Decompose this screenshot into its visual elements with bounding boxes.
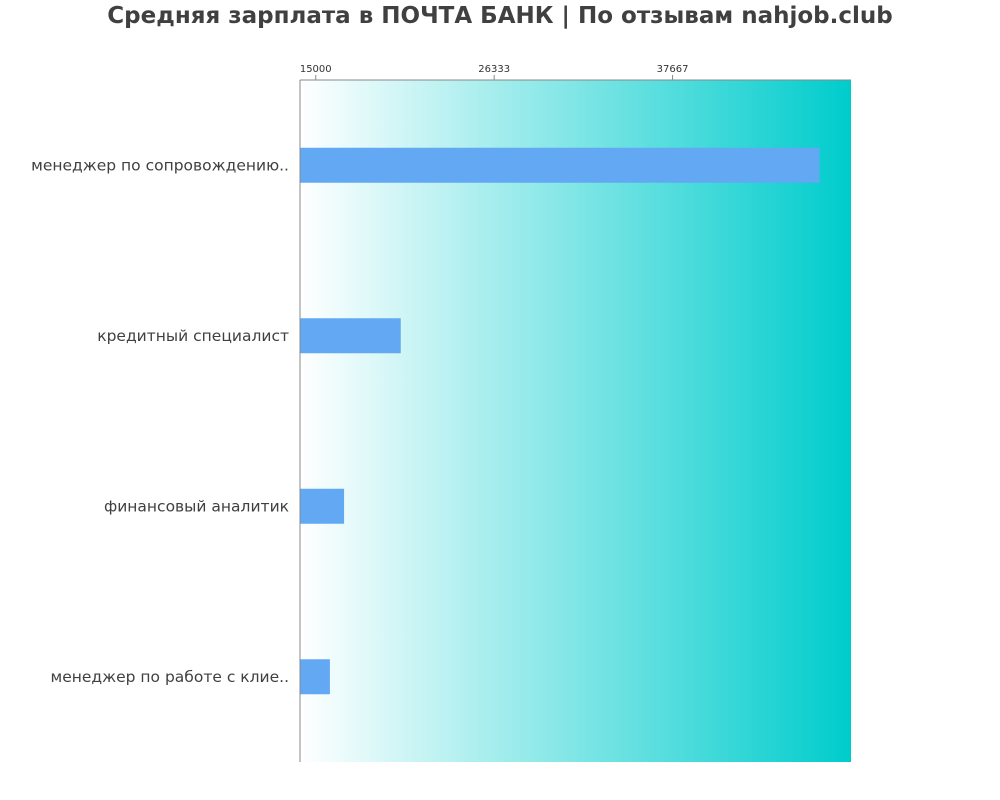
category-labels: менеджер по сопровождению.. кредитный спе…	[31, 156, 289, 686]
bar	[300, 659, 330, 695]
plot-background	[300, 80, 851, 762]
category-label: финансовый аналитик	[104, 497, 289, 515]
bar	[300, 488, 345, 524]
x-axis-ticks: 15000 26333 37667	[300, 64, 689, 80]
x-tick-label: 15000	[300, 64, 332, 75]
chart-title: Средняя зарплата в ПОЧТА БАНК | По отзыв…	[107, 3, 892, 29]
x-tick-label: 37667	[657, 64, 689, 75]
bar	[300, 147, 820, 183]
category-label: менеджер по работе с клие..	[51, 668, 289, 686]
bar	[300, 318, 401, 354]
bars	[300, 147, 820, 695]
category-label: менеджер по сопровождению..	[31, 156, 289, 174]
category-label: кредитный специалист	[97, 327, 289, 345]
x-tick-label: 26333	[478, 64, 510, 75]
